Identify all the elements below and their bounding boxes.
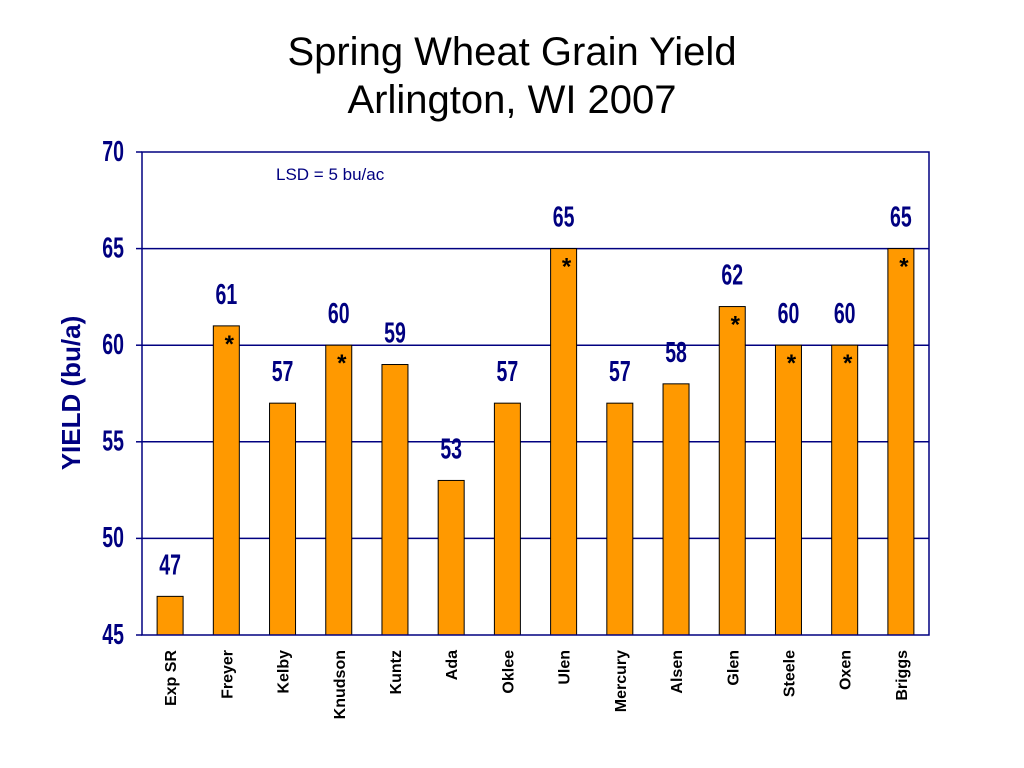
category-label: Ulen bbox=[557, 650, 574, 685]
data-label: 58 bbox=[665, 337, 687, 369]
category-label: Oxen bbox=[838, 650, 855, 690]
bar bbox=[550, 248, 578, 636]
category-label: Knudson bbox=[332, 650, 349, 719]
bar bbox=[437, 479, 465, 636]
category-labels: Exp SR Freyer Kelby Knudson Kuntz Ada Oklee Ule… bbox=[163, 650, 911, 720]
bar bbox=[831, 344, 859, 636]
data-label: 65 bbox=[553, 202, 575, 234]
significance-star: * bbox=[337, 350, 347, 377]
data-label: 60 bbox=[328, 299, 350, 331]
bar bbox=[212, 325, 240, 636]
y-tick-label: 50 bbox=[102, 523, 124, 555]
significance-star: * bbox=[899, 254, 909, 281]
significance-star: * bbox=[787, 350, 797, 377]
data-label: 57 bbox=[609, 357, 631, 389]
data-label: 60 bbox=[778, 299, 800, 331]
chart-title-line-1: Spring Wheat Grain Yield bbox=[287, 30, 737, 74]
significance-star: * bbox=[731, 312, 741, 339]
category-label: Glen bbox=[725, 650, 742, 686]
significance-star: * bbox=[562, 254, 572, 281]
significance-markers: * * * * * * * bbox=[225, 254, 910, 378]
category-label: Briggs bbox=[894, 650, 911, 701]
category-label: Exp SR bbox=[163, 650, 180, 706]
bar bbox=[606, 402, 634, 636]
lsd-annotation: LSD = 5 bu/ac bbox=[276, 165, 385, 184]
significance-star: * bbox=[225, 331, 235, 358]
category-label: Steele bbox=[781, 650, 798, 697]
data-label: 60 bbox=[834, 299, 856, 331]
bar bbox=[718, 306, 746, 636]
data-label: 57 bbox=[497, 357, 519, 389]
category-label: Kuntz bbox=[388, 650, 405, 694]
bar bbox=[381, 364, 409, 636]
data-labels: 47 61 57 60 59 53 57 65 57 58 62 60 60 65 bbox=[159, 202, 911, 581]
y-tick-label: 70 bbox=[102, 136, 124, 168]
data-label: 57 bbox=[272, 357, 294, 389]
category-label: Freyer bbox=[219, 650, 236, 699]
data-label: 53 bbox=[440, 434, 462, 466]
bar bbox=[493, 402, 521, 636]
category-label: Alsen bbox=[669, 650, 686, 694]
axes bbox=[141, 151, 930, 636]
y-tick-label: 65 bbox=[102, 233, 124, 265]
bar bbox=[887, 248, 915, 636]
bar bbox=[662, 383, 690, 636]
bar bbox=[774, 344, 802, 636]
gridlines bbox=[142, 247, 929, 540]
category-label: Kelby bbox=[276, 650, 293, 694]
data-label: 59 bbox=[384, 318, 406, 350]
y-tick-labels: 45 50 55 60 65 70 bbox=[102, 136, 142, 651]
chart-title-line-2: Arlington, WI 2007 bbox=[347, 78, 677, 122]
chart-title: Spring Wheat Grain Yield Arlington, WI 2… bbox=[0, 28, 1024, 124]
y-axis-label: YIELD (bu/a) bbox=[56, 316, 86, 471]
category-label: Mercury bbox=[613, 650, 630, 712]
y-tick-label: 60 bbox=[102, 329, 124, 361]
data-label: 47 bbox=[159, 550, 181, 582]
significance-star: * bbox=[843, 350, 853, 377]
bar bbox=[325, 344, 353, 636]
category-label: Ada bbox=[444, 650, 461, 680]
plot-area-frame bbox=[141, 151, 930, 636]
category-label: Oklee bbox=[500, 650, 517, 694]
bar bbox=[269, 402, 297, 636]
y-tick-label: 45 bbox=[102, 619, 124, 651]
data-label: 61 bbox=[215, 279, 237, 311]
data-label: 62 bbox=[721, 260, 743, 292]
bar bbox=[156, 595, 184, 636]
data-label: 65 bbox=[890, 202, 912, 234]
y-tick-label: 55 bbox=[102, 426, 124, 458]
